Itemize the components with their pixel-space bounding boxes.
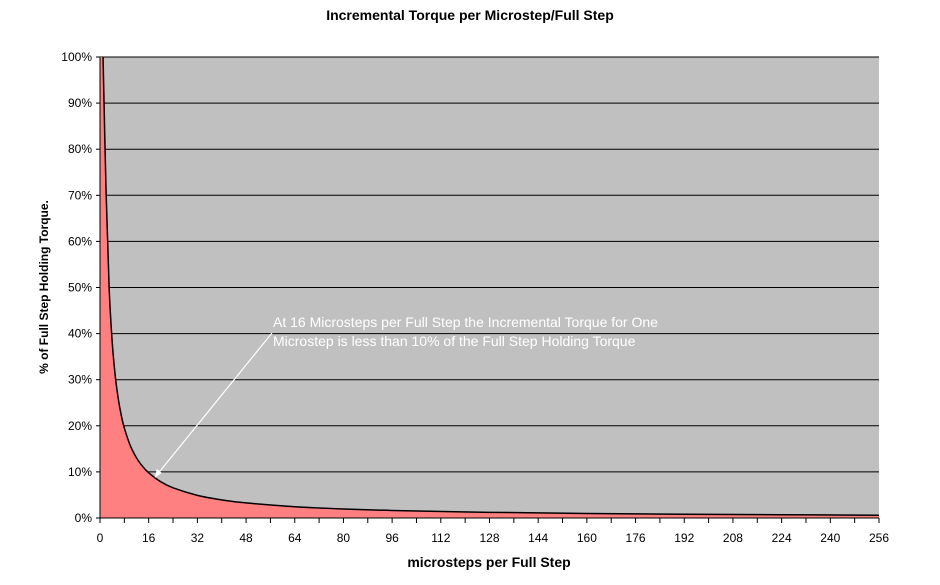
x-tick-label: 32 <box>191 531 205 545</box>
x-tick-label: 144 <box>528 531 548 545</box>
arrowhead-icon <box>154 468 162 478</box>
x-tick-label: 256 <box>869 531 889 545</box>
y-tick-label: 70% <box>68 188 92 202</box>
chart-title: Incremental Torque per Microstep/Full St… <box>326 7 614 23</box>
x-axis-label: microsteps per Full Step <box>407 554 570 570</box>
x-tick-label: 16 <box>142 531 156 545</box>
x-tick-label: 80 <box>337 531 351 545</box>
x-tick-label: 208 <box>723 531 743 545</box>
x-tick-label: 112 <box>431 531 450 545</box>
x-tick-label: 224 <box>772 531 792 545</box>
y-tick-label: 80% <box>68 142 92 156</box>
y-tick-label: 10% <box>68 465 92 479</box>
annotation-text: Microstep is less than 10% of the Full S… <box>273 333 636 349</box>
x-tick-label: 48 <box>239 531 253 545</box>
y-tick-label: 90% <box>68 96 92 110</box>
annotation-arrow <box>157 332 273 475</box>
y-tick-label: 50% <box>68 281 92 295</box>
annotation-text: At 16 Microsteps per Full Step the Incre… <box>273 314 658 330</box>
y-axis-label: % of Full Step Holding Torque. <box>37 200 51 374</box>
x-tick-label: 160 <box>577 531 597 545</box>
y-tick-label: 20% <box>68 419 92 433</box>
x-tick-label: 96 <box>385 531 399 545</box>
series-line <box>102 56 880 516</box>
y-tick-label: 30% <box>68 373 92 387</box>
x-tick-label: 192 <box>674 531 694 545</box>
x-tick-label: 128 <box>479 531 499 545</box>
x-tick-label: 240 <box>820 531 840 545</box>
x-tick-label: 0 <box>97 531 104 545</box>
x-tick-label: 64 <box>288 531 302 545</box>
x-tick-label: 176 <box>626 531 646 545</box>
y-tick-label: 40% <box>68 327 92 341</box>
y-tick-label: 0% <box>75 511 93 525</box>
y-tick-label: 100% <box>61 50 92 64</box>
y-tick-label: 60% <box>68 234 92 248</box>
